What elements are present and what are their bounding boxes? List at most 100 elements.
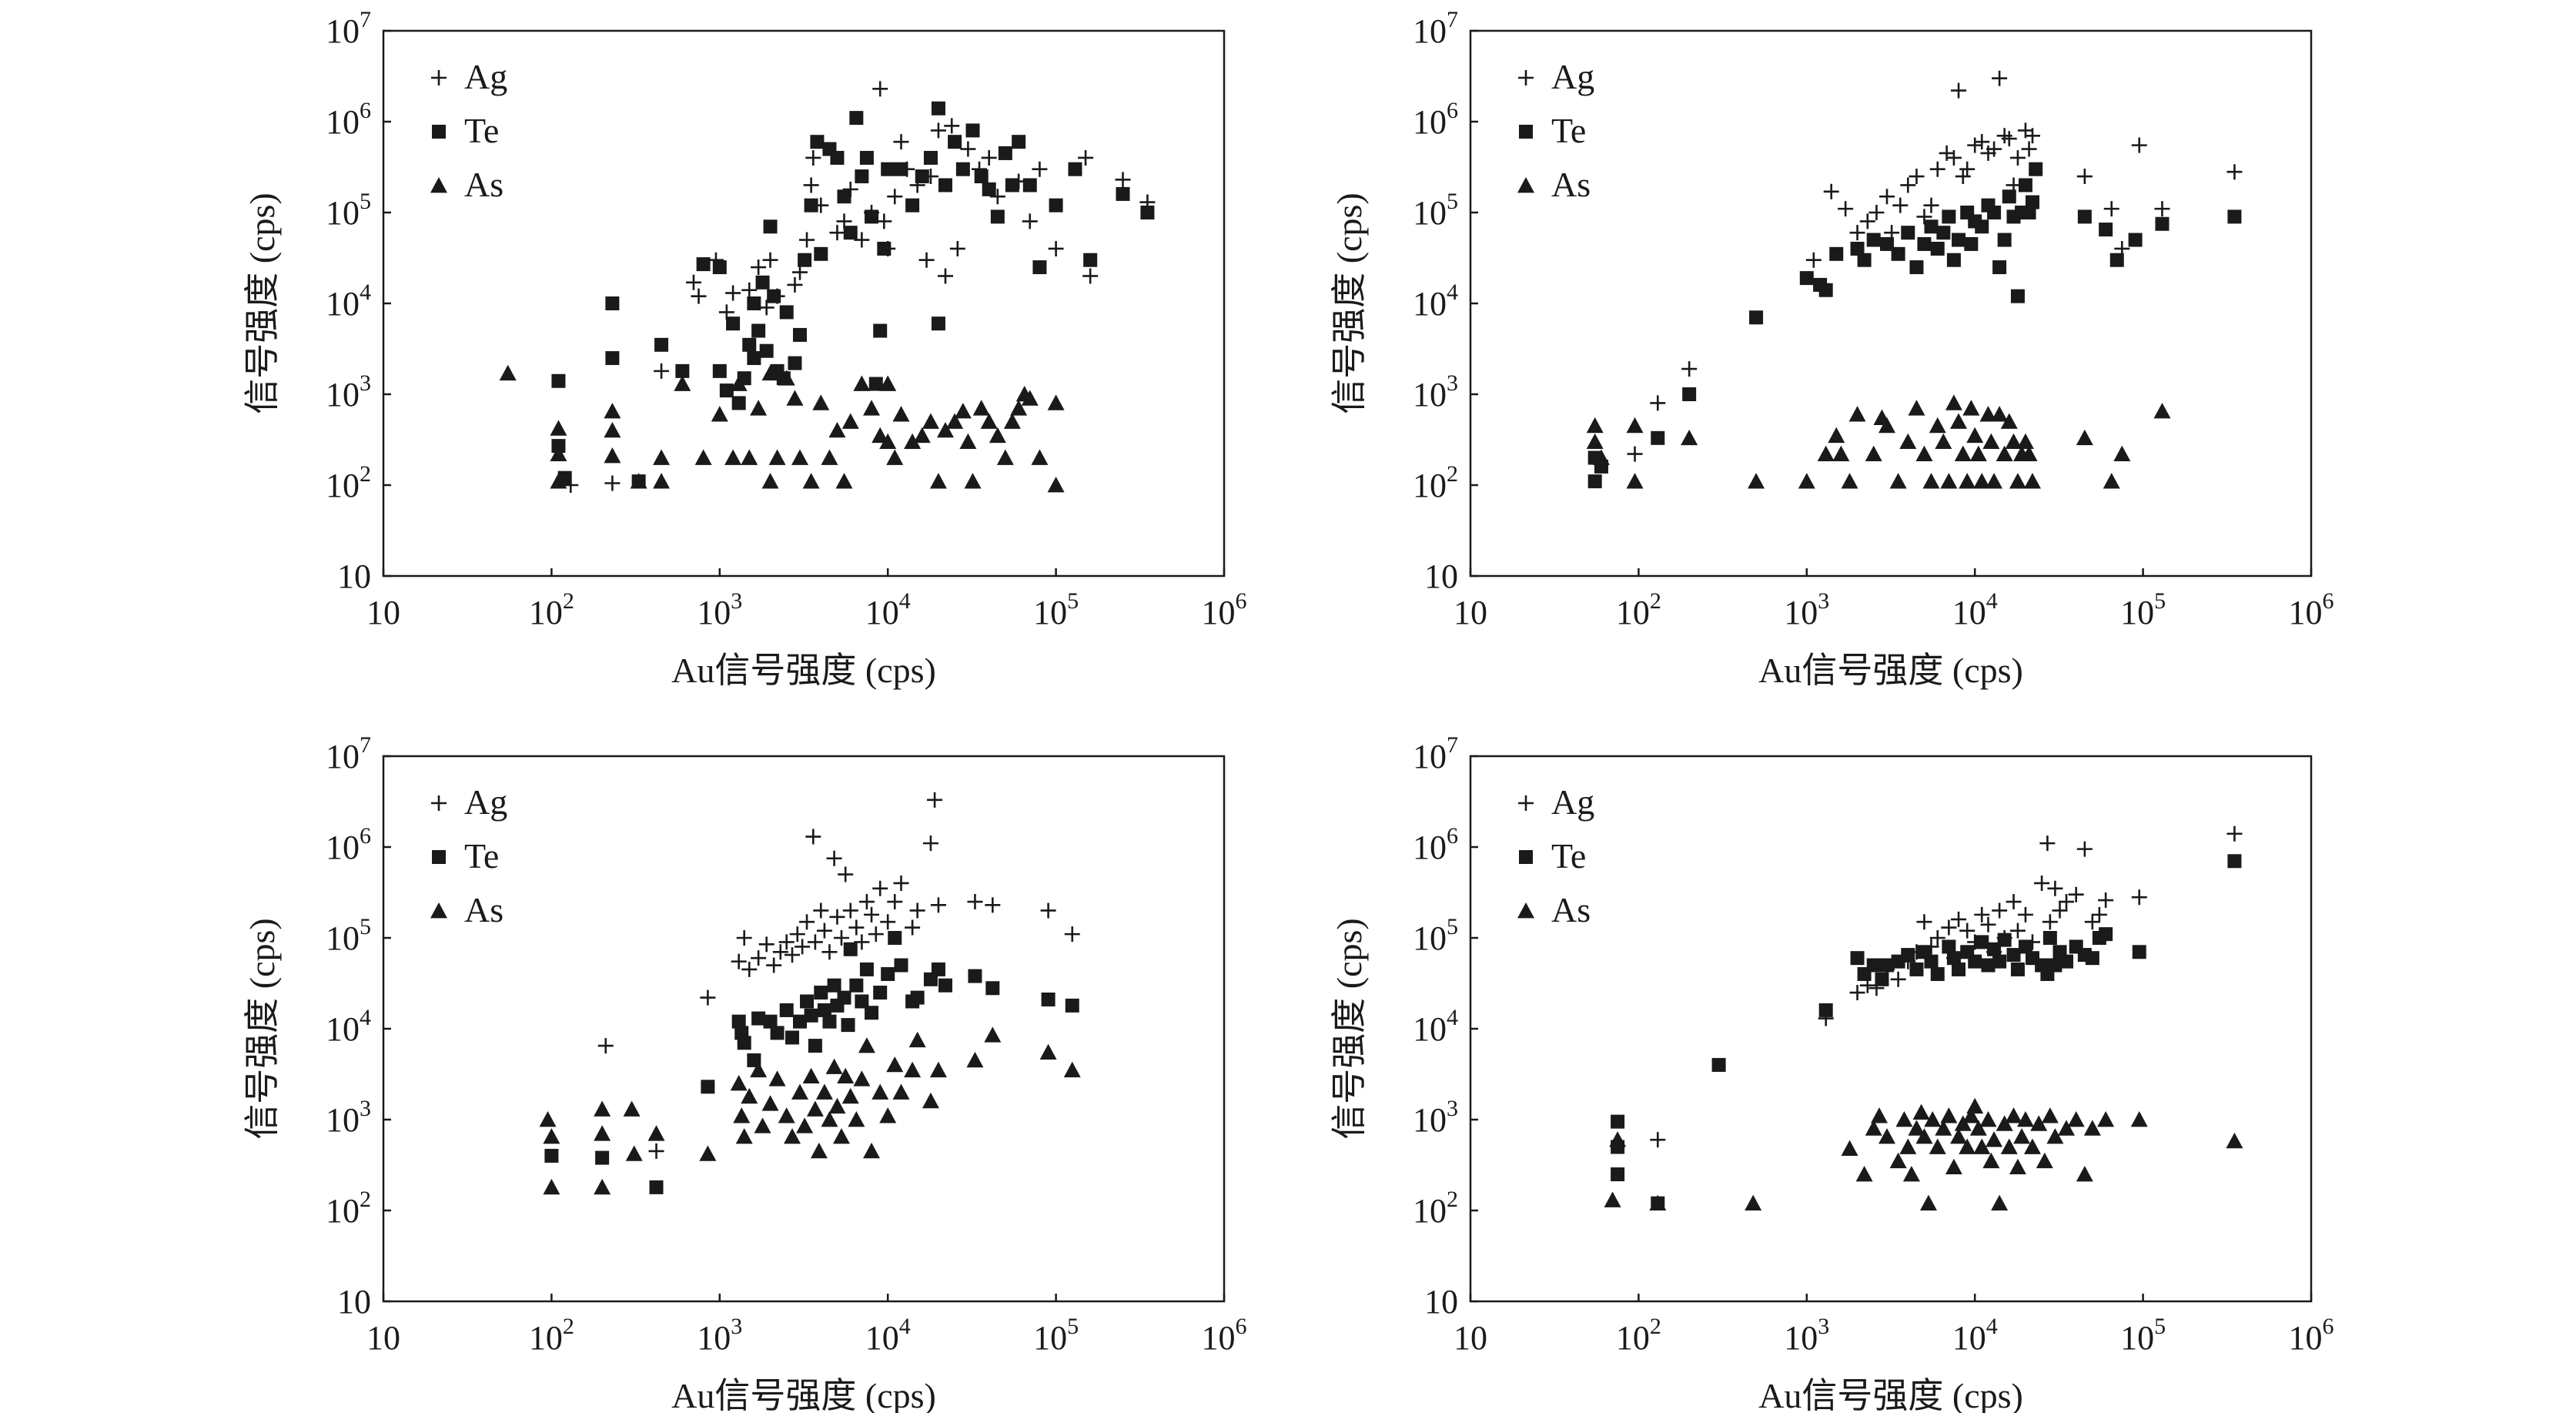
- data-point-as: [1902, 1166, 1920, 1182]
- data-point-ag: [833, 930, 849, 946]
- y-tick-label: 102: [326, 1187, 371, 1230]
- data-point-as: [1871, 1107, 1889, 1123]
- data-point-as: [2041, 1107, 2059, 1123]
- data-point-as: [1031, 449, 1049, 465]
- data-point-ag: [1951, 82, 1967, 99]
- data-point-ag: [700, 989, 716, 1006]
- data-point-as: [1919, 1194, 1937, 1211]
- data-point-as: [863, 1142, 881, 1159]
- data-point-as: [904, 1061, 922, 1078]
- data-point-te: [1946, 253, 1961, 267]
- data-point-ag: [1974, 906, 1990, 922]
- data-point-ag: [2076, 841, 2093, 857]
- data-point-as: [1996, 1115, 2013, 1131]
- x-tick-label: 10: [1454, 1319, 1487, 1357]
- y-axis-title: 信号强度 (cps): [1330, 193, 1369, 414]
- x-tick-label: 105: [2120, 1314, 2166, 1357]
- data-point-as: [1945, 1158, 1962, 1175]
- data-point-te: [808, 1039, 822, 1053]
- data-point-ag: [2009, 149, 2026, 166]
- data-point-ag: [880, 914, 896, 930]
- data-point-as: [735, 1128, 753, 1144]
- data-point-ag: [597, 1038, 614, 1054]
- data-point-ag: [2103, 201, 2119, 217]
- data-point-te: [810, 135, 825, 149]
- data-point-ag: [685, 274, 701, 290]
- data-point-as: [768, 1070, 786, 1087]
- data-point-te: [822, 1014, 837, 1029]
- data-point-te: [931, 316, 945, 331]
- data-point-as: [1626, 473, 1644, 489]
- data-point-te: [788, 356, 802, 370]
- data-point-ag: [872, 81, 888, 97]
- data-point-te: [1749, 310, 1764, 325]
- series-ag: [1650, 825, 2243, 1148]
- data-point-as: [1908, 400, 1925, 416]
- data-point-ag: [985, 897, 1001, 913]
- data-point-as: [908, 1031, 926, 1048]
- data-point-ag: [1974, 134, 1990, 150]
- data-point-ag: [805, 149, 821, 166]
- data-point-as: [1962, 400, 1980, 416]
- data-point-ag: [2154, 201, 2170, 217]
- data-point-ag: [826, 850, 842, 866]
- data-point-ag: [1879, 189, 1895, 205]
- data-point-te: [859, 150, 874, 165]
- legend-label-te: Te: [464, 111, 499, 150]
- data-point-te: [1964, 236, 1979, 251]
- data-point-ag: [918, 252, 935, 268]
- data-point-te: [814, 246, 828, 261]
- y-tick-label: 104: [326, 280, 371, 323]
- legend-marker-as: [430, 902, 447, 919]
- data-point-as: [1848, 406, 1866, 422]
- legend-marker-ag: [431, 795, 447, 811]
- series-ag: [563, 81, 1156, 493]
- data-point-as: [1039, 1043, 1057, 1060]
- data-point-te: [726, 316, 741, 331]
- data-point-as: [1841, 1140, 1858, 1156]
- data-point-as: [784, 1128, 801, 1144]
- data-point-te: [1942, 939, 1956, 954]
- legend-label-ag: Ag: [464, 57, 507, 96]
- data-point-ag: [1650, 1132, 1666, 1148]
- data-point-as: [2083, 1120, 2101, 1136]
- data-point-ag: [1916, 209, 1932, 225]
- data-point-as: [879, 433, 897, 450]
- data-point-ag: [960, 141, 976, 157]
- data-point-te: [837, 189, 851, 204]
- data-point-as: [2020, 445, 2038, 461]
- data-point-te: [965, 123, 980, 138]
- data-point-as: [802, 473, 820, 489]
- data-point-ag: [799, 232, 815, 248]
- data-point-te: [747, 351, 761, 366]
- data-point-te: [1909, 260, 1924, 275]
- data-point-ag: [1916, 914, 1932, 930]
- data-point-te: [1909, 962, 1924, 976]
- data-point-te: [696, 257, 711, 272]
- data-point-te: [1116, 186, 1130, 201]
- data-point-ag: [807, 934, 823, 950]
- data-point-te: [2002, 189, 2016, 204]
- y-tick-label: 106: [326, 823, 371, 866]
- data-point-ag: [1849, 225, 1865, 241]
- x-axis-title: Au信号强度 (cps): [671, 1376, 936, 1413]
- data-point-as: [863, 400, 881, 416]
- series-as: [499, 364, 1065, 493]
- data-point-te: [1799, 271, 1814, 286]
- data-point-te: [1924, 219, 1939, 234]
- data-point-ag: [816, 922, 832, 939]
- y-tick-label: 104: [326, 1005, 371, 1048]
- data-point-te: [905, 198, 920, 213]
- data-point-te: [849, 978, 864, 993]
- data-point-te: [751, 323, 766, 338]
- data-point-as: [1592, 449, 1610, 465]
- data-point-as: [1832, 445, 1850, 461]
- data-point-ag: [854, 934, 870, 950]
- data-point-as: [2023, 473, 2041, 489]
- chart-panel-4: 10 102 103 104 105 106 10 102 103 104 105 106 107 Au信…: [1330, 732, 2334, 1413]
- legend-label-as: As: [1551, 890, 1591, 929]
- data-point-ag: [778, 934, 795, 950]
- data-point-te: [1857, 253, 1872, 267]
- data-point-as: [550, 473, 567, 489]
